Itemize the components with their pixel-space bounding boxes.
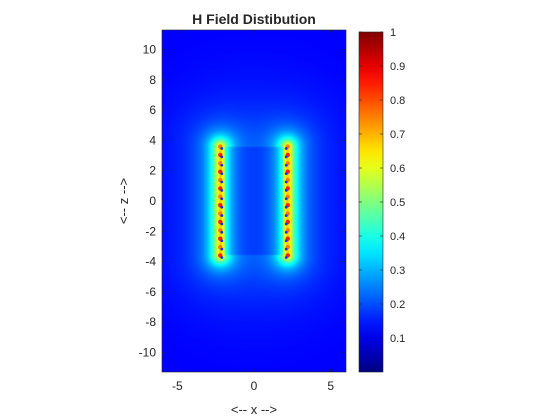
colorbar-tick-label: 0.2 (390, 299, 405, 311)
field-coldspot (220, 155, 224, 159)
y-tick-label: 10 (143, 43, 157, 57)
field-image (162, 30, 346, 372)
field-coldspot (284, 230, 288, 234)
field-coldspot (284, 172, 288, 176)
colorbar-tick-label: 0.4 (390, 231, 405, 243)
field-coldspot (220, 172, 224, 176)
field-coldspot (220, 222, 224, 226)
field-coldspot (284, 155, 288, 159)
x-tick-label: 0 (251, 379, 258, 393)
chart-title: H Field Distibution (192, 11, 316, 27)
x-tick-label: -5 (172, 379, 183, 393)
field-coldspot (220, 205, 224, 209)
colorbar-tick-label: 0.5 (390, 197, 405, 209)
x-axis-ticks: -5 0 5 (172, 30, 334, 393)
y-tick-label: -10 (139, 345, 157, 359)
y-tick-label: 2 (149, 164, 156, 178)
field-coldspot (284, 256, 288, 259)
colorbar-tick-label: 0.8 (390, 95, 405, 107)
y-tick-label: -4 (145, 255, 156, 269)
y-tick-label: 6 (149, 103, 156, 117)
y-axis-ticks: -10 -8 -6 -4 -2 0 2 4 6 8 10 (139, 43, 346, 359)
field-coldspot (220, 197, 224, 201)
y-tick-label: 8 (149, 73, 156, 87)
y-tick-label: -8 (145, 315, 156, 329)
colorbar-tick-label: 0.9 (390, 61, 405, 73)
field-coldspot (284, 197, 288, 201)
field-coldspot (284, 239, 288, 243)
field-coldspot (284, 180, 288, 184)
colorbar-tick-label: 0.7 (390, 129, 405, 141)
field-coldspot (220, 214, 224, 217)
field-coldspot (284, 205, 288, 209)
field-coldspot (220, 180, 224, 184)
y-tick-label: -6 (145, 285, 156, 299)
colorbar-ticks: 0.1 0.2 0.3 0.4 0.5 0.6 0.7 0.8 0.9 1 (359, 27, 405, 345)
colorbar-tick-label: 0.3 (390, 265, 405, 277)
y-tick-label: 0 (149, 194, 156, 208)
field-coldspot (220, 147, 224, 150)
field-coldspot (284, 222, 288, 226)
field-coldspot (220, 239, 224, 243)
colorbar-tick-label: 1 (390, 27, 396, 39)
plot-area (161, 29, 347, 373)
y-tick-label: 4 (149, 133, 156, 147)
field-coldspot (284, 147, 288, 150)
colorbar-tick-label: 0.1 (390, 333, 405, 345)
x-axis-label: <-- x --> (231, 402, 277, 417)
field-coldspot (284, 189, 288, 192)
x-tick-label: 5 (327, 379, 334, 393)
field-coldspot (284, 163, 288, 167)
colorbar-tick-label: 0.6 (390, 163, 405, 175)
field-coldspot (220, 247, 224, 251)
y-tick-label: -2 (145, 224, 156, 238)
field-layer (162, 30, 346, 372)
field-coldspot (284, 247, 288, 251)
field-coldspot (220, 163, 224, 167)
colorbar-gradient (358, 31, 384, 373)
field-coldspot (220, 256, 224, 259)
field-coldspot (220, 230, 224, 234)
colorbar: 0.1 0.2 0.3 0.4 0.5 0.6 0.7 0.8 0.9 1 (358, 27, 405, 373)
field-coldspot (284, 214, 288, 217)
y-axis-label: <-- z --> (116, 178, 131, 224)
field-coldspot (220, 189, 224, 192)
